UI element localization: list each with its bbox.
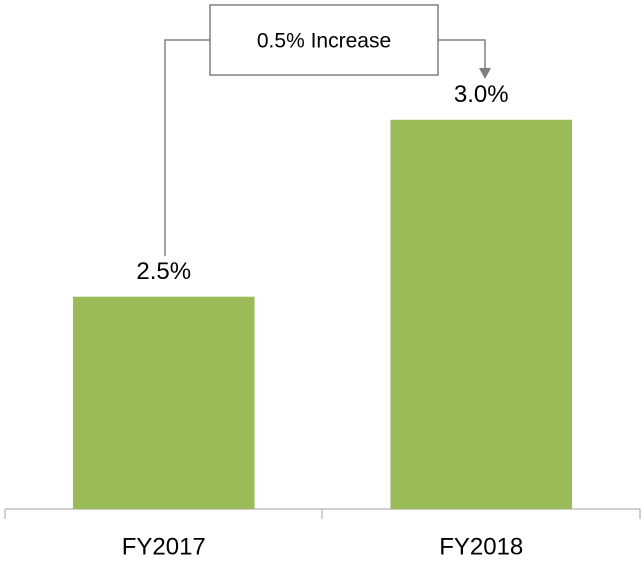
connector	[438, 39, 486, 70]
annotation-box	[209, 4, 439, 76]
x-tick-label: FY2018	[439, 533, 523, 560]
annotation: 0.5% Increase	[257, 30, 391, 53]
data-label: 3.0%	[454, 81, 509, 108]
x-tick-label: FY2017	[122, 533, 206, 560]
bar	[390, 119, 573, 510]
arrow-head	[479, 68, 491, 79]
connector	[164, 39, 210, 256]
data-label: 2.5%	[136, 258, 191, 285]
bar	[72, 296, 255, 509]
